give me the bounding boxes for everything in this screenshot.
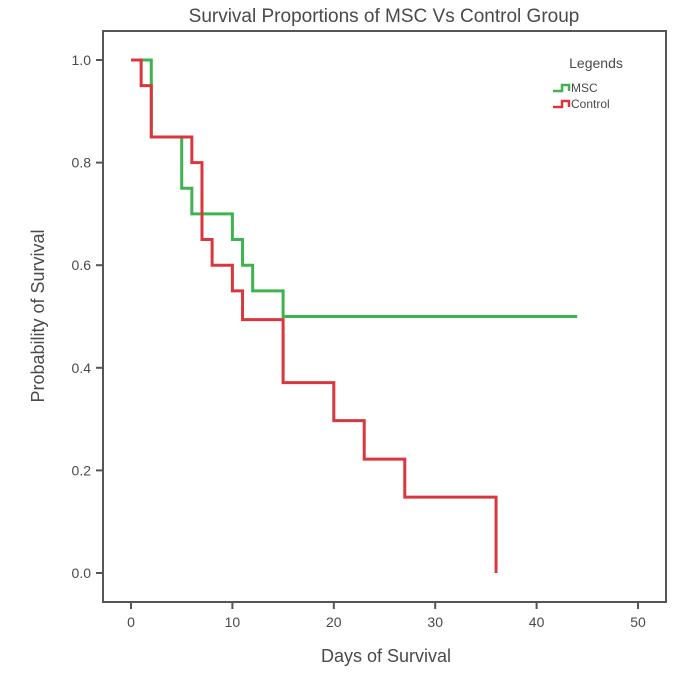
- x-tick-label: 0: [127, 614, 135, 630]
- y-tick-label: 0.2: [72, 462, 92, 478]
- legend-label: Control: [571, 97, 610, 111]
- x-tick-label: 10: [225, 614, 241, 630]
- y-axis: 0.0 0.2 0.4 0.6 0.8 1.0: [72, 52, 103, 581]
- y-axis-label: Probability of Survival: [28, 229, 48, 402]
- x-axis: 0 10 20 30 40 50: [127, 602, 646, 630]
- y-tick-label: 0.4: [72, 360, 92, 376]
- y-tick-label: 0.0: [72, 565, 92, 581]
- legend-swatch: [553, 99, 571, 109]
- series-line-control: [131, 58, 498, 573]
- legend-label: MSC: [571, 81, 598, 95]
- legend-item-control: Control: [553, 97, 610, 111]
- x-tick-label: 50: [630, 614, 646, 630]
- legend: Legends MSC Control: [553, 55, 623, 111]
- plot-frame: [102, 30, 667, 603]
- series-line-msc: [131, 58, 578, 318]
- x-tick-label: 40: [529, 614, 545, 630]
- y-tick-label: 0.8: [72, 155, 92, 171]
- legend-title: Legends: [569, 55, 623, 71]
- y-tick-label: 1.0: [72, 52, 92, 68]
- x-tick-label: 20: [326, 614, 342, 630]
- y-tick-label: 0.6: [72, 257, 92, 273]
- legend-item-msc: MSC: [553, 81, 598, 95]
- legend-swatch: [553, 83, 571, 93]
- chart-title: Survival Proportions of MSC Vs Control G…: [189, 6, 580, 27]
- x-axis-label: Days of Survival: [321, 646, 451, 666]
- series-layer: [131, 58, 578, 573]
- x-tick-label: 30: [427, 614, 443, 630]
